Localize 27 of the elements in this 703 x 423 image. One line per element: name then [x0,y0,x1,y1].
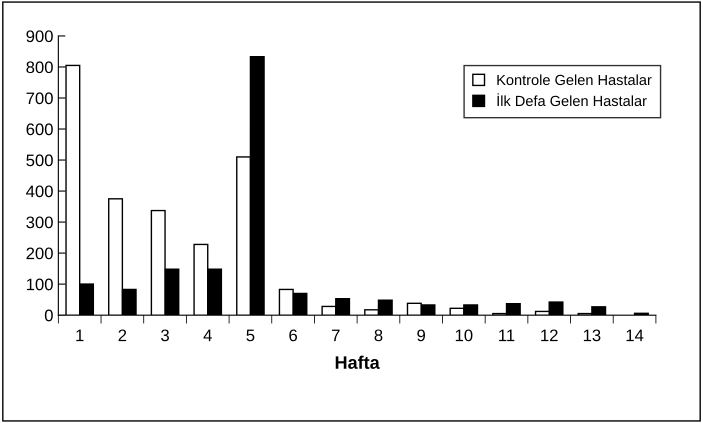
x-axis-title: Hafta [336,356,380,369]
x-tick-label: 13 [584,329,600,342]
x-tick-label: 6 [289,329,298,342]
y-tick-label: 700 [26,92,53,104]
x-tick-label: 8 [374,329,382,342]
x-tick-label: 2 [118,329,126,342]
y-tick-label: 0 [44,310,53,322]
x-tick-label: 3 [161,329,169,342]
x-tick-label: 14 [626,330,644,342]
y-tick-label: 600 [26,123,53,136]
y-tick-label: 100 [26,278,53,290]
y-tick-label: 500 [26,154,53,166]
x-tick-label: 7 [332,330,340,342]
x-tick-label: 4 [203,330,212,342]
x-tick-label: 12 [541,329,558,342]
y-tick-label: 200 [26,247,53,260]
y-tick-label: 300 [26,216,53,228]
x-tick-label: 9 [417,329,425,342]
y-tick-label: 800 [26,61,53,74]
y-tick-label: 400 [26,185,53,198]
x-tick-label: 5 [246,330,254,342]
legend-label: İlk Defa Gelen Hastalar [498,93,647,106]
x-tick-label: 11 [499,330,514,342]
x-tick-label: 10 [456,329,472,342]
legend-label: Kontrole Gelen Hastalar [497,74,652,86]
x-tick-label: 1 [76,330,84,342]
y-tick-label: 900 [26,30,53,42]
